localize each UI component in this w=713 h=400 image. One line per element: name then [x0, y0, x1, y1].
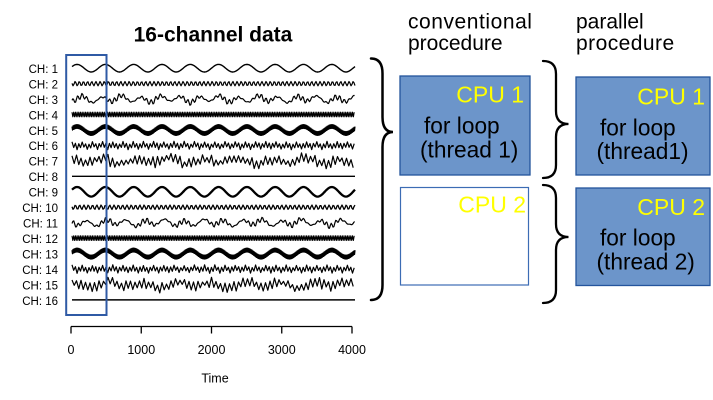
svg-text:parallel: parallel: [576, 11, 644, 34]
svg-text:CH: 4: CH: 4: [29, 110, 59, 122]
svg-text:for loop: for loop: [600, 115, 676, 141]
svg-text:1000: 1000: [127, 343, 155, 357]
svg-text:CH: 15: CH: 15: [22, 280, 58, 292]
svg-text:16-channel data: 16-channel data: [134, 24, 293, 47]
svg-text:(thread1): (thread1): [597, 138, 689, 164]
svg-text:3000: 3000: [268, 343, 296, 357]
svg-text:CH: 3: CH: 3: [29, 95, 58, 107]
svg-text:CPU 2: CPU 2: [458, 192, 526, 218]
svg-text:CH: 9: CH: 9: [29, 188, 58, 200]
svg-text:0: 0: [68, 343, 75, 357]
svg-text:CH: 12: CH: 12: [22, 234, 58, 246]
svg-text:CH: 10: CH: 10: [22, 203, 58, 215]
svg-text:CH: 13: CH: 13: [22, 249, 58, 261]
svg-text:CH: 2: CH: 2: [29, 80, 58, 92]
svg-text:2000: 2000: [198, 343, 226, 357]
svg-text:procedure: procedure: [576, 32, 675, 55]
svg-text:CH: 11: CH: 11: [23, 219, 58, 231]
svg-text:(thread 1): (thread 1): [420, 137, 518, 163]
svg-text:procedure: procedure: [408, 32, 503, 55]
svg-text:CH: 8: CH: 8: [29, 172, 58, 184]
svg-text:CPU 1: CPU 1: [637, 84, 705, 110]
svg-text:CH: 7: CH: 7: [29, 157, 58, 169]
svg-text:for loop: for loop: [424, 113, 500, 139]
svg-text:CH: 5: CH: 5: [29, 126, 58, 138]
svg-text:CH: 6: CH: 6: [29, 141, 58, 153]
svg-text:4000: 4000: [338, 343, 366, 357]
svg-text:Time: Time: [201, 372, 228, 386]
svg-text:for loop: for loop: [600, 225, 676, 251]
svg-text:CH: 16: CH: 16: [22, 296, 58, 308]
svg-text:CH: 14: CH: 14: [22, 265, 58, 277]
svg-text:CPU 2: CPU 2: [637, 194, 705, 220]
svg-text:CPU 1: CPU 1: [456, 82, 524, 108]
svg-text:CH: 1: CH: 1: [29, 64, 58, 76]
svg-text:conventional: conventional: [408, 11, 533, 34]
svg-text:(thread 2): (thread 2): [597, 249, 695, 275]
